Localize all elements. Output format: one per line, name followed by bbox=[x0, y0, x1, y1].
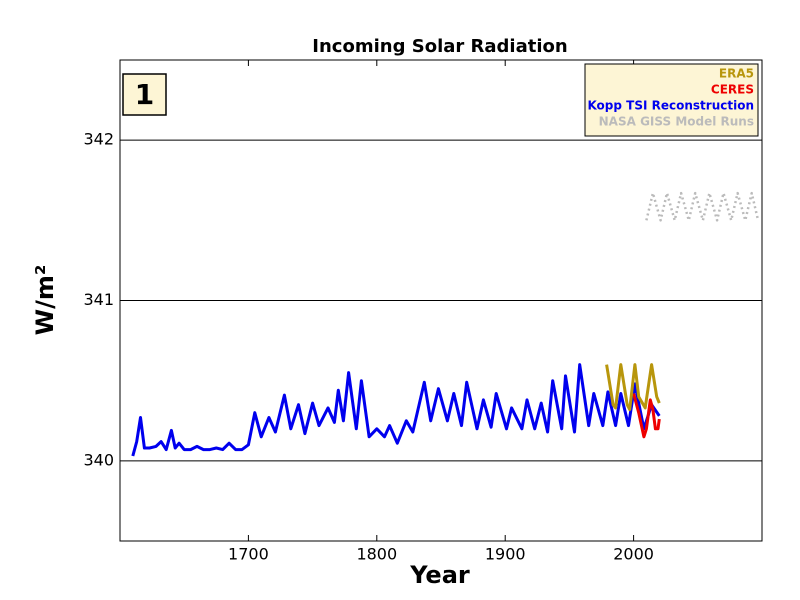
legend-box bbox=[584, 63, 759, 137]
x-tick-label: 1800 bbox=[356, 545, 397, 564]
legend-label: ERA5 bbox=[719, 67, 754, 81]
chart-title: Incoming Solar Radiation bbox=[312, 36, 567, 57]
legend-label: Kopp TSI Reconstruction bbox=[587, 99, 754, 113]
annotation-box bbox=[122, 73, 167, 116]
legend-label: CERES bbox=[711, 83, 754, 97]
x-tick-label: 1900 bbox=[485, 545, 526, 564]
y-tick-label: 340 bbox=[83, 450, 114, 469]
plot-frame bbox=[119, 59, 763, 542]
data-line bbox=[645, 191, 760, 222]
y-tick-label: 342 bbox=[83, 130, 114, 149]
data-line bbox=[632, 393, 661, 439]
data-line bbox=[605, 363, 661, 411]
data-line bbox=[131, 363, 661, 457]
x-tick-label: 1700 bbox=[228, 545, 269, 564]
x-axis-label: Year bbox=[409, 561, 470, 589]
y-tick-label: 341 bbox=[83, 290, 114, 309]
x-tick-label: 2000 bbox=[613, 545, 654, 564]
legend-label: NASA GISS Model Runs bbox=[599, 115, 754, 129]
y-axis-label: W/m² bbox=[31, 265, 59, 336]
annotation: 1 bbox=[135, 78, 154, 111]
